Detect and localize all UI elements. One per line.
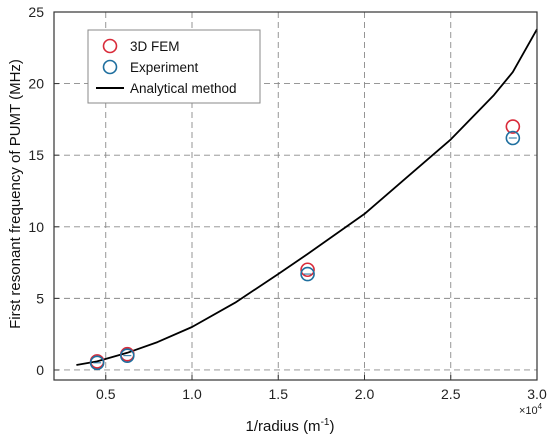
- x-tick-label: 3.0: [527, 386, 547, 402]
- x-tick-label: 2.5: [441, 386, 461, 402]
- y-axis-label: First resonant frequency of PUMT (MHz): [7, 59, 24, 329]
- y-tick-label: 10: [28, 219, 44, 235]
- fem-point: [300, 262, 315, 278]
- experiment-point: [89, 355, 105, 371]
- plot-area: [76, 28, 538, 371]
- y-tick-label: 20: [28, 76, 44, 92]
- grid: [54, 12, 537, 380]
- legend-label-analytical: Analytical method: [130, 81, 237, 96]
- plot-frame: [53, 11, 538, 381]
- x-tick-label: 1.5: [269, 386, 289, 402]
- axis-ticks: 0.5 1.0 1.5 2.0 2.5 3.0 0 5 10 15 20 25: [28, 4, 547, 402]
- experiment-point: [300, 266, 315, 282]
- legend: 3D FEM Experiment Analytical method: [87, 29, 261, 104]
- legend-marker-3d-fem: [102, 38, 118, 54]
- x-tick-label: 0.5: [96, 386, 116, 402]
- legend-label-experiment: Experiment: [130, 60, 199, 75]
- x-axis-label: 1/radius (m-1): [246, 417, 335, 435]
- y-tick-label: 25: [28, 4, 44, 20]
- y-tick-label: 5: [36, 290, 44, 306]
- x-tick-label: 2.0: [355, 386, 375, 402]
- legend-label-3d-fem: 3D FEM: [130, 39, 180, 54]
- legend-marker-experiment: [102, 59, 118, 75]
- x-tick-label: 1.0: [182, 386, 202, 402]
- x-axis-multiplier: ×104: [519, 402, 543, 417]
- y-tick-label: 15: [28, 147, 44, 163]
- experiment-point: [120, 348, 135, 363]
- y-tick-label: 0: [36, 362, 44, 378]
- fem-point: [505, 119, 521, 134]
- experiment-point: [505, 130, 521, 146]
